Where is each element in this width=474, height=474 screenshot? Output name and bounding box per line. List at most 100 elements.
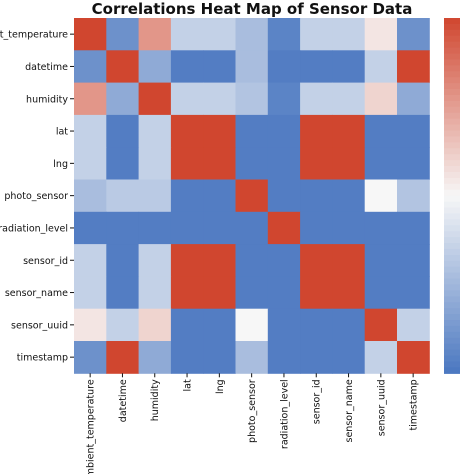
heatmap-cell-timestamp-photo_sensor: [235, 341, 269, 374]
colorbar-segment: [444, 112, 460, 120]
heatmap-cell-radiation_level-lat: [170, 211, 204, 245]
colorbar-segment: [444, 213, 460, 220]
colorbar-segment: [444, 47, 460, 55]
heatmap-cell-photo_sensor-timestamp: [397, 179, 430, 213]
heatmap-cell-ambient_temperature-timestamp: [397, 18, 430, 51]
x-tick-label: sensor_id: [312, 379, 323, 424]
colorbar-segment: [444, 59, 460, 66]
heatmap-cell-sensor_uuid-ambient_temperature: [74, 308, 107, 342]
heatmap-cell-lng-lat: [170, 147, 204, 180]
colorbar-segment: [444, 83, 460, 90]
chart-title: Correlations Heat Map of Sensor Data: [91, 0, 413, 18]
heatmap-cell-sensor_id-lng: [203, 244, 236, 277]
heatmap-cell-sensor_uuid-photo_sensor: [235, 308, 269, 342]
colorbar-segment: [444, 160, 460, 167]
heatmap-cell-sensor_uuid-datetime: [106, 308, 140, 342]
heatmap-cell-ambient_temperature-sensor_name: [332, 18, 366, 51]
heatmap-cell-sensor_name-sensor_name: [332, 276, 366, 310]
heatmap-cell-sensor_id-humidity: [138, 244, 172, 277]
x-tick-label: humidity: [150, 379, 161, 421]
heatmap-cell-sensor_name-sensor_uuid: [364, 276, 398, 310]
heatmap-cell-sensor_id-timestamp: [397, 244, 430, 277]
heatmap-cell-lat-timestamp: [397, 114, 430, 148]
heatmap-cell-timestamp-sensor_id: [300, 341, 333, 374]
heatmap-cell-lat-datetime: [106, 114, 140, 148]
heatmap-cell-timestamp-datetime: [106, 341, 140, 374]
y-tick-label: datetime: [25, 62, 68, 73]
colorbar-segment: [444, 284, 460, 291]
colorbar-segment: [444, 320, 460, 327]
colorbar-segment: [444, 343, 460, 351]
colorbar-segment: [444, 18, 460, 25]
heatmap-cell-timestamp-humidity: [138, 341, 172, 374]
heatmap-cell-humidity-timestamp: [397, 82, 430, 116]
heatmap-cell-lat-sensor_name: [332, 114, 366, 148]
heatmap-cell-timestamp-sensor_uuid: [364, 341, 398, 374]
heatmap-cell-datetime-lat: [170, 50, 204, 84]
heatmap-cell-humidity-photo_sensor: [235, 82, 269, 116]
colorbar-segment: [444, 219, 460, 226]
colorbar-segment: [444, 154, 460, 161]
heatmap-cell-lat-lat: [170, 114, 204, 148]
x-tick-label: timestamp: [409, 379, 420, 430]
heatmap-cell-sensor_uuid-sensor_name: [332, 308, 366, 342]
colorbar-segment: [444, 166, 460, 173]
x-tick-label: ambient_temperature: [86, 379, 97, 474]
heatmap-cell-sensor_name-lng: [203, 276, 236, 310]
heatmap-cell-photo_sensor-humidity: [138, 179, 172, 213]
colorbar-segment: [444, 314, 460, 321]
heatmap-cell-datetime-radiation_level: [267, 50, 301, 84]
colorbar-segment: [444, 325, 460, 333]
y-tick-label: timestamp: [17, 353, 68, 364]
heatmap-cell-sensor_id-radiation_level: [267, 244, 301, 277]
heatmap-cell-timestamp-timestamp: [397, 341, 430, 374]
heatmap-cell-radiation_level-sensor_name: [332, 211, 366, 245]
colorbar-segment: [444, 231, 460, 238]
heatmap-cell-timestamp-lng: [203, 341, 236, 374]
colorbar-segment: [444, 337, 460, 345]
y-tick-label: lat: [56, 127, 68, 138]
heatmap-cell-ambient_temperature-radiation_level: [267, 18, 301, 51]
heatmap-cell-lng-radiation_level: [267, 147, 301, 180]
heatmap-cell-datetime-sensor_uuid: [364, 50, 398, 84]
heatmap-cell-datetime-photo_sensor: [235, 50, 269, 84]
heatmap-cell-radiation_level-lng: [203, 211, 236, 245]
heatmap-cell-timestamp-sensor_name: [332, 341, 366, 374]
heatmap-cell-datetime-datetime: [106, 50, 140, 84]
colorbar-segment: [444, 201, 460, 209]
x-tick-labels: ambient_temperature datetime humidity lat ln…: [86, 373, 420, 474]
colorbar-segment: [444, 308, 460, 315]
colorbar: [444, 18, 460, 374]
heatmap-cell-humidity-sensor_id: [300, 82, 333, 116]
heatmap-cell-datetime-humidity: [138, 50, 172, 84]
colorbar-segment: [444, 142, 460, 149]
colorbar-segment: [444, 183, 460, 191]
heatmap-cell-datetime-sensor_name: [332, 50, 366, 84]
heatmap-cell-lat-lng: [203, 114, 236, 148]
heatmap-cell-sensor_uuid-timestamp: [397, 308, 430, 342]
heatmap-cell-ambient_temperature-sensor_id: [300, 18, 333, 51]
heatmap-cell-lng-sensor_uuid: [364, 147, 398, 180]
y-tick-label: ambient_temperature: [0, 30, 68, 41]
heatmap-cell-datetime-timestamp: [397, 50, 430, 84]
heatmap-cells: [74, 18, 430, 374]
heatmap-cell-humidity-humidity: [138, 82, 172, 116]
y-tick-labels: ambient_temperature datetime humidity lat ln…: [0, 30, 74, 364]
colorbar-segment: [444, 243, 460, 250]
heatmap-cell-sensor_name-lat: [170, 276, 204, 310]
heatmap-cell-sensor_uuid-radiation_level: [267, 308, 301, 342]
colorbar-segment: [444, 29, 460, 37]
x-tick-label: datetime: [118, 379, 129, 422]
colorbar-segment: [444, 189, 460, 197]
heatmap-cell-ambient_temperature-photo_sensor: [235, 18, 269, 51]
colorbar-segment: [444, 65, 460, 72]
heatmap-cell-humidity-ambient_temperature: [74, 82, 107, 116]
colorbar-segment: [444, 248, 460, 256]
heatmap-cell-humidity-sensor_uuid: [364, 82, 398, 116]
heatmap-cell-lng-sensor_name: [332, 147, 366, 180]
heatmap-cell-lng-datetime: [106, 147, 140, 180]
colorbar-segment: [444, 100, 460, 108]
heatmap-cell-sensor_uuid-sensor_id: [300, 308, 333, 342]
heatmap-cell-datetime-sensor_id: [300, 50, 333, 84]
colorbar-segment: [444, 136, 460, 143]
